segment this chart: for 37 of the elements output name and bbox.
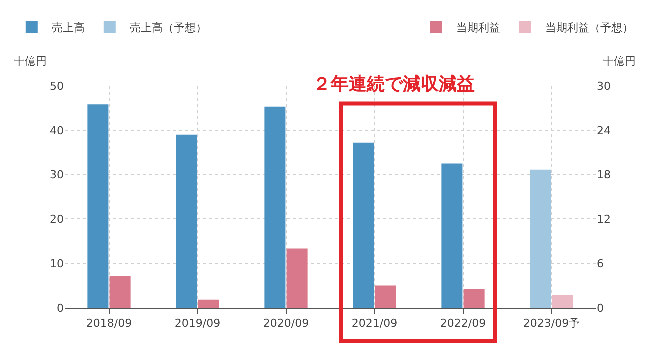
x-tick-label: 2020/09 [263,317,310,330]
y-tick-label: 50 [50,80,64,93]
bar [353,142,374,308]
bar [464,290,485,308]
y-tick-label: 10 [50,257,64,270]
bar [88,104,109,308]
x-tick-label: 2019/09 [174,317,221,330]
y2-tick-label: 18 [597,168,611,182]
bar [264,106,286,308]
x-tick-label: 2023/09予 [523,317,580,330]
annotation: ２年連続で減収減益 [313,74,475,95]
x-tick-label: 2018/09 [86,317,132,330]
y2-tick-label: 12 [597,213,611,226]
legend-label: 当期利益（予想） [545,21,634,34]
bar [286,248,308,308]
bar [198,300,220,308]
bar [375,286,396,308]
y2-tick-label: 24 [597,124,611,138]
y-tick-label: 20 [50,213,64,226]
legend-label: 当期利益 [456,21,500,34]
bar [176,134,198,308]
y-tick-label: 30 [50,168,64,182]
y2-tick-label: 30 [597,80,611,93]
legend-label: 売上高（予想） [130,21,207,34]
bar [442,164,463,308]
x-tick-label: 2021/09 [352,317,398,330]
bar [110,276,131,308]
legend-label: 売上高 [52,21,85,34]
y2-tick-label: 0 [597,302,604,315]
y-tick-label: 40 [50,124,64,138]
y-tick-label: 0 [57,302,64,315]
y2-axis-title: 十億円 [603,55,636,68]
y2-tick-label: 6 [597,257,604,270]
bar [530,170,552,308]
y-axis-title: 十億円 [14,55,47,68]
bar [552,295,574,308]
x-tick-label: 2022/09 [440,317,486,330]
